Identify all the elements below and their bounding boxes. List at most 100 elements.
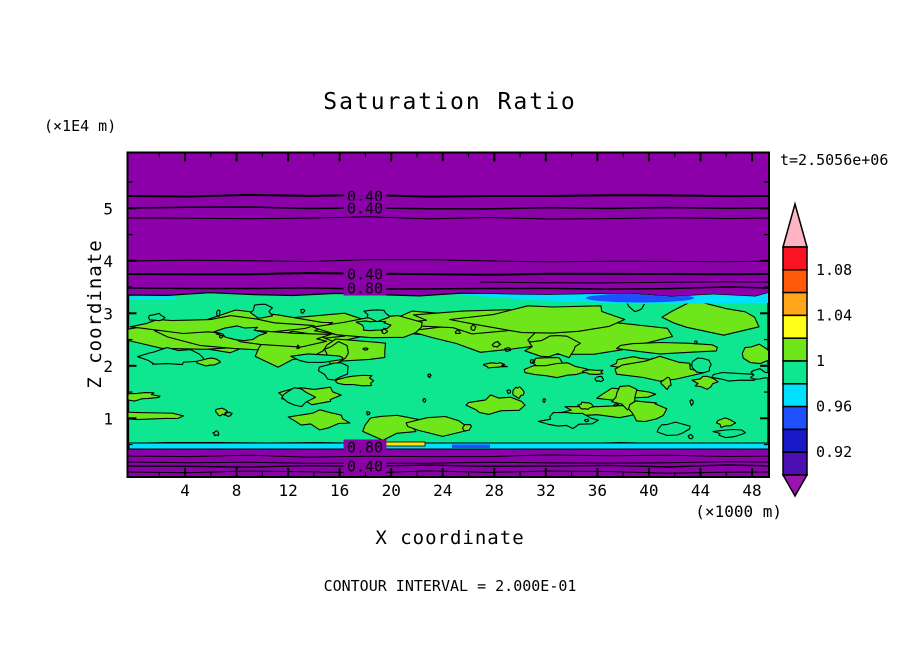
contour-blob bbox=[584, 418, 590, 423]
band-texture bbox=[128, 292, 768, 441]
contour-blob bbox=[405, 415, 468, 437]
contour-label-mask bbox=[343, 280, 387, 296]
contour-blob bbox=[362, 414, 419, 441]
colorbar-label: 1.04 bbox=[816, 306, 852, 324]
y-tick-label: 2 bbox=[103, 357, 113, 376]
plot-frame bbox=[126, 151, 770, 478]
contour-blob bbox=[334, 374, 375, 387]
contour-blob bbox=[470, 324, 477, 332]
contour-blob bbox=[614, 355, 705, 382]
colorbar-segment bbox=[782, 383, 808, 408]
contour-line bbox=[128, 454, 769, 458]
contour-blob bbox=[465, 394, 526, 415]
fill-feature bbox=[452, 444, 490, 448]
contour-blob bbox=[594, 375, 604, 383]
contour-blob bbox=[656, 421, 691, 436]
colorbar-segment bbox=[782, 405, 808, 431]
contour-blob bbox=[300, 308, 306, 314]
contour-blob bbox=[128, 392, 161, 402]
colorbar-segment bbox=[782, 291, 808, 317]
contour-line bbox=[128, 286, 769, 290]
contour-blob bbox=[427, 373, 432, 379]
colorbar-label: 0.96 bbox=[816, 398, 852, 416]
contour-blob bbox=[218, 335, 224, 339]
contour-label: 0.80 bbox=[347, 439, 383, 457]
colorbar-label: 1.08 bbox=[816, 261, 852, 279]
y-axis-title: Z coordinate bbox=[84, 239, 106, 389]
colorbar-segment bbox=[782, 269, 808, 294]
contour-line bbox=[128, 206, 769, 210]
contour-label: 0.40 bbox=[347, 200, 383, 218]
contour-label: 0.40 bbox=[347, 458, 383, 476]
contour-blob bbox=[741, 343, 768, 365]
contour-blob bbox=[616, 341, 718, 355]
y-tick-label: 4 bbox=[103, 252, 113, 271]
contour-blob bbox=[628, 400, 668, 423]
contour-blob bbox=[691, 357, 712, 374]
contour-line bbox=[128, 216, 769, 220]
x-tick-label: 32 bbox=[536, 481, 555, 500]
contour-blob bbox=[215, 309, 221, 318]
colorbar: 1.08 1.04 1 0.96 0.92 bbox=[781, 201, 852, 498]
contour-label-mask bbox=[343, 458, 387, 474]
contour-line bbox=[128, 193, 769, 198]
contour-blob bbox=[223, 411, 233, 418]
y-tick-label: 3 bbox=[103, 304, 113, 323]
time-annotation: t=2.5056e+06 bbox=[780, 151, 889, 169]
contour-blob bbox=[196, 357, 222, 367]
contour-blob bbox=[542, 398, 547, 403]
contour-blob bbox=[147, 312, 166, 322]
contour-blob bbox=[661, 299, 760, 336]
contour-label-mask bbox=[343, 266, 387, 282]
contour-blob bbox=[694, 340, 698, 345]
contour-blob bbox=[296, 344, 300, 350]
colorbar-top-arrow bbox=[782, 201, 808, 248]
contour-blob bbox=[689, 398, 694, 407]
x-tick-label: 40 bbox=[639, 481, 658, 500]
contour-blob bbox=[290, 353, 344, 363]
contour-blob bbox=[449, 305, 626, 334]
x-tick-label: 16 bbox=[330, 481, 349, 500]
y-tick-label: 1 bbox=[103, 409, 113, 428]
contour-blob bbox=[287, 409, 351, 431]
contour-blob bbox=[529, 359, 536, 364]
contour-label-mask bbox=[343, 200, 387, 216]
x-tick-label: 48 bbox=[742, 481, 761, 500]
contour-blob bbox=[749, 368, 768, 380]
contour-blob bbox=[212, 430, 220, 437]
contour-blob bbox=[577, 401, 595, 410]
contour-blob bbox=[512, 386, 525, 400]
fill-feature bbox=[380, 441, 426, 447]
contour-blob bbox=[712, 428, 746, 439]
contour-blob bbox=[523, 362, 594, 379]
contour-blob bbox=[491, 340, 502, 348]
contour-blob bbox=[715, 417, 737, 429]
contour-blob bbox=[422, 397, 427, 403]
contour-blob bbox=[506, 389, 512, 395]
x-tick-label: 8 bbox=[232, 481, 242, 500]
plot-title: Saturation Ratio bbox=[323, 89, 577, 115]
contour-line bbox=[128, 470, 769, 474]
contour-blob bbox=[213, 325, 268, 342]
colorbar-label: 1 bbox=[816, 352, 825, 370]
contour-blob bbox=[363, 309, 390, 323]
x-tick-label: 28 bbox=[485, 481, 504, 500]
contour-label: 0.40 bbox=[347, 266, 383, 284]
contour-blob bbox=[380, 327, 389, 335]
colorbar-segment bbox=[782, 314, 808, 339]
x-tick-label: 24 bbox=[433, 481, 452, 500]
contour-blob bbox=[281, 387, 317, 408]
contour-interval-note: CONTOUR INTERVAL = 2.000E-01 bbox=[323, 577, 577, 595]
colorbar-bottom-arrow bbox=[781, 474, 809, 498]
contour-line bbox=[128, 461, 769, 464]
colorbar-label: 0.92 bbox=[816, 443, 852, 461]
x-axis-unit-label: (×1000 m) bbox=[695, 502, 782, 521]
contour-blob bbox=[504, 347, 512, 352]
contour-line bbox=[479, 281, 769, 284]
contour-blob bbox=[362, 347, 369, 351]
contour-blob bbox=[483, 362, 508, 369]
x-tick-label: 36 bbox=[588, 481, 607, 500]
contour-label: 0.80 bbox=[347, 280, 383, 298]
